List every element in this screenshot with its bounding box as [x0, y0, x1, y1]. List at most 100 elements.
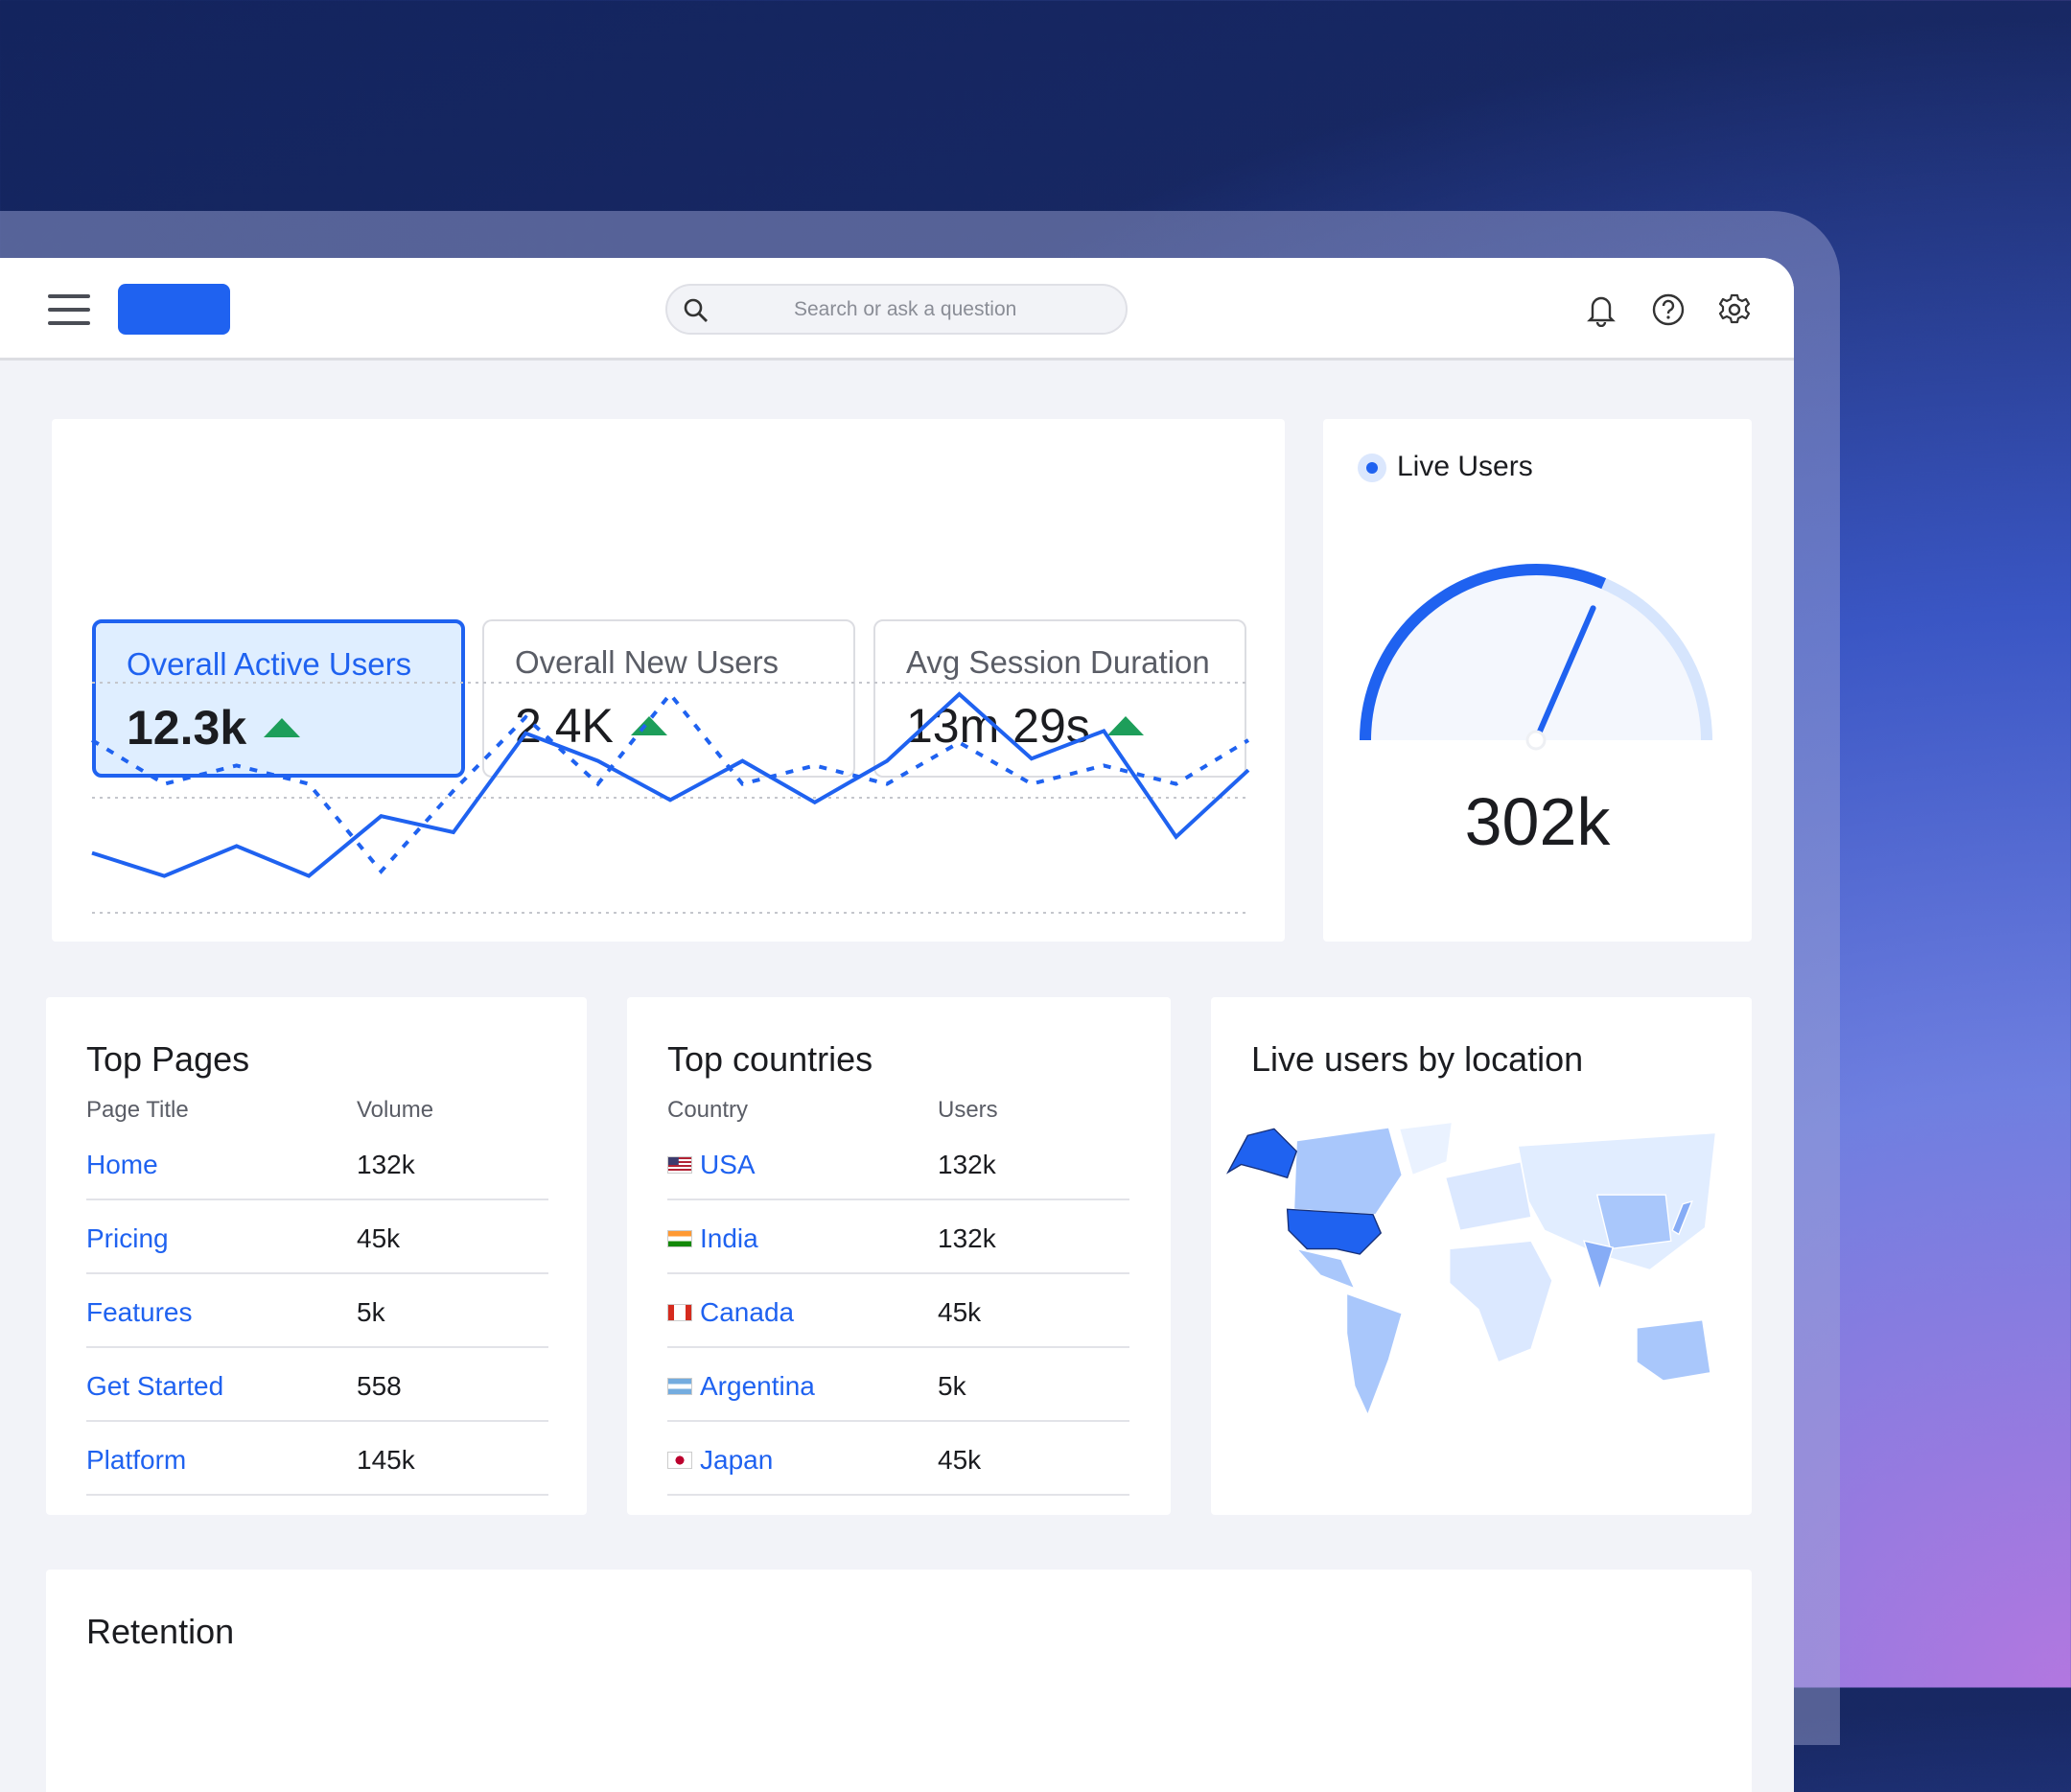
card-title: Top countries	[667, 1039, 873, 1079]
top-pages-card: Top Pages Page Title Volume Home 132k Pric…	[46, 997, 587, 1515]
row-value: 132k	[938, 1150, 996, 1179]
row-label[interactable]: Home	[86, 1150, 158, 1179]
search-input[interactable]: Search or ask a question	[794, 298, 1017, 320]
row-link[interactable]: Argentina	[667, 1371, 815, 1402]
row-link[interactable]: USA	[667, 1150, 756, 1180]
map-china	[1595, 1194, 1672, 1250]
trend-up-icon	[264, 718, 301, 737]
retention-card: Retention	[46, 1570, 1752, 1792]
menu-icon[interactable]	[48, 294, 90, 325]
trend-up-icon	[630, 716, 667, 735]
row-link[interactable]: Features	[86, 1297, 193, 1328]
row-label[interactable]: Pricing	[86, 1223, 169, 1253]
row-value: 145k	[357, 1445, 415, 1475]
table-row: India 132k	[667, 1200, 1129, 1274]
row-label[interactable]: India	[700, 1223, 758, 1253]
kpi-label: Overall Active Users	[127, 646, 412, 682]
row-link[interactable]: Canada	[667, 1297, 794, 1328]
series-line-dashed	[90, 690, 1250, 874]
app-window: Search or ask a question Overall Active …	[0, 258, 1794, 1792]
column-header: Volume	[357, 1097, 434, 1123]
kpi-value: 12.3k	[127, 701, 247, 755]
row-value: 132k	[938, 1223, 996, 1253]
search-bar[interactable]: Search or ask a question	[665, 284, 1128, 335]
world-map[interactable]	[1215, 1122, 1742, 1429]
series-line-solid	[91, 691, 1250, 878]
table-row: Get Started 558	[86, 1348, 548, 1422]
gauge-needle	[1533, 605, 1596, 743]
live-users-value: 302k	[1464, 784, 1611, 859]
gauge-fill	[1360, 564, 1607, 741]
map-europe	[1444, 1160, 1532, 1232]
flag-japan-icon	[667, 1452, 692, 1469]
gauge-background	[1365, 570, 1707, 740]
map-south-america	[1345, 1292, 1404, 1417]
live-users-card: Live Users 302k	[1323, 419, 1752, 942]
row-label[interactable]: Platform	[86, 1445, 187, 1475]
column-header: Page Title	[86, 1097, 189, 1123]
map-usa	[1286, 1208, 1383, 1255]
row-link[interactable]: Home	[86, 1150, 158, 1180]
table-row: Platform 145k	[86, 1422, 548, 1496]
map-australia	[1636, 1318, 1711, 1382]
logo[interactable]	[118, 284, 230, 335]
card-title: Live users by location	[1251, 1039, 1584, 1079]
row-link[interactable]: Japan	[667, 1445, 773, 1476]
card-title: Top Pages	[86, 1039, 250, 1079]
bell-icon[interactable]	[1585, 292, 1617, 327]
kpi-session-duration[interactable]: Avg Session Duration 13m 29s	[873, 619, 1246, 778]
column-header: Country	[667, 1097, 749, 1123]
trend-up-icon	[1106, 716, 1144, 735]
flag-argentina-icon	[667, 1378, 692, 1395]
row-label[interactable]: Get Started	[86, 1371, 224, 1401]
table-row: USA 132k	[667, 1127, 1129, 1200]
overview-card: Overall Active Users 12.3k Overall New U…	[52, 419, 1285, 942]
row-label[interactable]: Features	[86, 1297, 193, 1327]
row-value: 558	[357, 1371, 402, 1401]
map-india	[1582, 1240, 1615, 1292]
help-icon[interactable]	[1651, 292, 1686, 327]
row-link[interactable]: Platform	[86, 1445, 186, 1476]
row-value: 5k	[357, 1297, 385, 1327]
table-row: Home 132k	[86, 1127, 548, 1200]
top-countries-card: Top countries Country Users USA 132k India…	[627, 997, 1171, 1515]
row-label[interactable]: USA	[700, 1150, 756, 1179]
map-japan	[1671, 1199, 1693, 1236]
column-header: Users	[938, 1097, 998, 1123]
flag-usa-icon	[667, 1156, 692, 1174]
row-link[interactable]: India	[667, 1223, 758, 1254]
kpi-label: Overall New Users	[515, 644, 780, 680]
live-indicator-icon	[1358, 454, 1386, 482]
gear-icon[interactable]	[1717, 292, 1752, 327]
row-label[interactable]: Japan	[700, 1445, 774, 1475]
map-canada	[1292, 1127, 1403, 1216]
location-map-card: Live users by location	[1211, 997, 1752, 1515]
row-label[interactable]: Canada	[700, 1297, 795, 1327]
table-row: Pricing 45k	[86, 1200, 548, 1274]
top-bar: Search or ask a question	[0, 258, 1794, 361]
line-chart	[90, 682, 1250, 914]
map-alaska	[1225, 1128, 1298, 1179]
row-link[interactable]: Pricing	[86, 1223, 169, 1254]
map-greenland	[1398, 1122, 1454, 1176]
kpi-new-users[interactable]: Overall New Users 2.4K	[482, 619, 855, 778]
map-mexico	[1294, 1247, 1357, 1290]
table-row: Japan 45k	[667, 1422, 1129, 1496]
map-africa	[1449, 1240, 1553, 1363]
kpi-active-users[interactable]: Overall Active Users 12.3k	[92, 619, 465, 778]
card-title: Retention	[86, 1612, 235, 1651]
row-value: 45k	[938, 1297, 982, 1327]
row-link[interactable]: Get Started	[86, 1371, 223, 1402]
row-label[interactable]: Argentina	[700, 1371, 815, 1401]
kpi-value: 2.4K	[515, 699, 614, 753]
kpi-value: 13m 29s	[906, 699, 1090, 753]
row-value: 132k	[357, 1150, 415, 1179]
row-value: 45k	[938, 1445, 982, 1475]
table-row: Argentina 5k	[667, 1348, 1129, 1422]
row-value: 45k	[357, 1223, 401, 1253]
kpi-label: Avg Session Duration	[906, 644, 1210, 680]
search-icon	[684, 298, 708, 322]
table-row: Canada 45k	[667, 1274, 1129, 1348]
flag-india-icon	[667, 1230, 692, 1247]
table-row: Features 5k	[86, 1274, 548, 1348]
